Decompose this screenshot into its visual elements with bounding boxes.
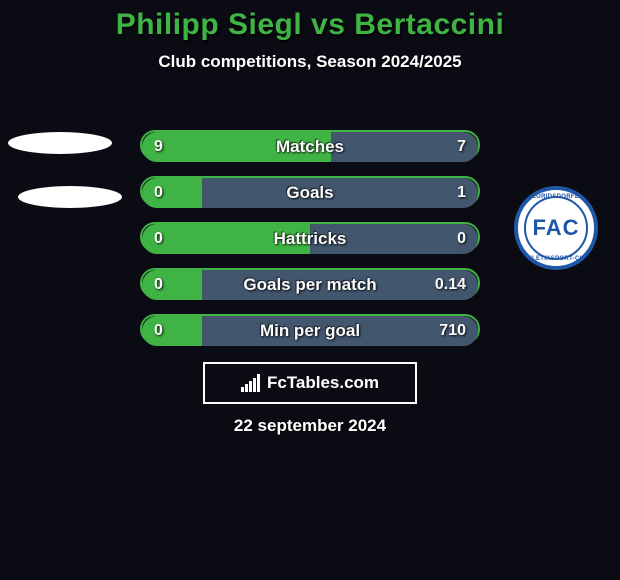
stat-row: Matches97 bbox=[140, 130, 480, 160]
stat-fill-left bbox=[142, 316, 202, 346]
subtitle: Club competitions, Season 2024/2025 bbox=[0, 52, 620, 72]
stat-fill-left bbox=[142, 132, 331, 162]
stat-fill-right bbox=[310, 224, 478, 254]
badge-arc-bottom: ATHLETIKSPORT-CLUB bbox=[518, 256, 594, 262]
fac-club-badge: FLORIDSDORFER FAC ATHLETIKSPORT-CLUB bbox=[514, 186, 598, 270]
brand-box: FcTables.com bbox=[203, 362, 417, 404]
stat-fill-left bbox=[142, 178, 202, 208]
stat-row: Hattricks00 bbox=[140, 222, 480, 252]
stat-fill-right bbox=[202, 178, 478, 208]
comparison-infographic: Philipp Siegl vs Bertaccini Club competi… bbox=[0, 8, 620, 580]
stat-fill-left bbox=[142, 224, 310, 254]
placeholder-ellipse bbox=[18, 186, 122, 208]
stat-row: Min per goal0710 bbox=[140, 314, 480, 344]
stat-rows: Matches97 Goals01 Hattricks00 Goals per mat… bbox=[140, 130, 480, 360]
title: Philipp Siegl vs Bertaccini bbox=[0, 8, 620, 42]
stat-fill-left bbox=[142, 270, 202, 300]
brand-text: FcTables.com bbox=[267, 373, 379, 393]
badge-text: FAC bbox=[533, 215, 580, 241]
stat-fill-right bbox=[331, 132, 478, 162]
date-text: 22 september 2024 bbox=[0, 416, 620, 436]
stat-fill-right bbox=[202, 270, 478, 300]
stat-row: Goals per match00.14 bbox=[140, 268, 480, 298]
stat-fill-right bbox=[202, 316, 478, 346]
brand-chart-icon bbox=[241, 374, 261, 392]
placeholder-ellipse bbox=[8, 132, 112, 154]
stat-row: Goals01 bbox=[140, 176, 480, 206]
